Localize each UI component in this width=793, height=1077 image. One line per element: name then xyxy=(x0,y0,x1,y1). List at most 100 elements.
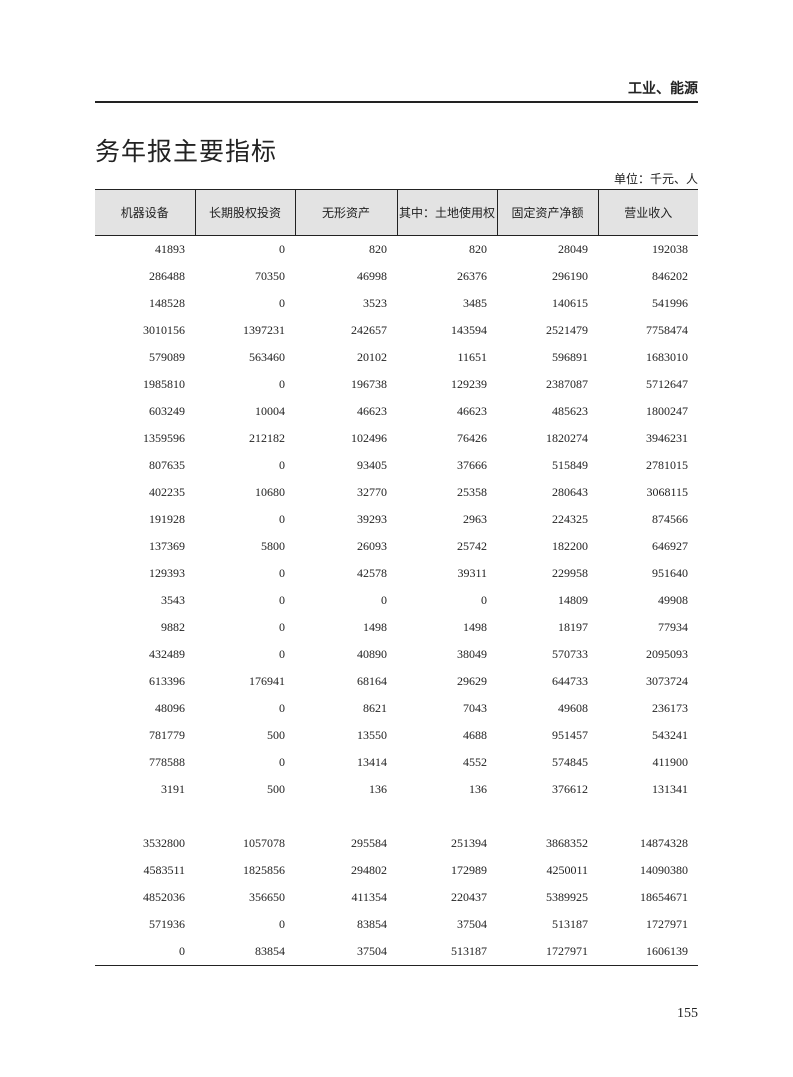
table-cell: 570733 xyxy=(552,647,588,661)
table-cell: 136 xyxy=(369,782,387,796)
column-header: 机器设备 xyxy=(95,189,195,236)
table-cell: 143594 xyxy=(451,323,487,337)
table-cell: 513187 xyxy=(397,938,497,966)
table-cell: 0 xyxy=(481,593,487,607)
table-cell: 1800247 xyxy=(646,404,688,418)
table-cell: 37504 xyxy=(457,917,487,931)
table-row: 3191 500 136 136 376612 131341 xyxy=(95,776,698,803)
table-cell: 196738 xyxy=(351,377,387,391)
table-cell: 229958 xyxy=(552,566,588,580)
table-row: 1985810 0 196738 129239 2387087 5712647 xyxy=(95,371,698,398)
header-rule xyxy=(95,101,698,103)
table-cell: 574845 xyxy=(552,755,588,769)
table-cell: 0 xyxy=(279,917,285,931)
table-row: 191928 0 39293 2963 224325 874566 xyxy=(95,506,698,533)
table-row: 4852036 356650 411354 220437 5389925 18654671 xyxy=(95,884,698,911)
table-cell: 0 xyxy=(279,620,285,634)
table-cell: 29629 xyxy=(457,674,487,688)
table-cell: 212182 xyxy=(249,431,285,445)
table-cell: 236173 xyxy=(652,701,688,715)
table-cell: 14090380 xyxy=(640,863,688,877)
table-cell: 14874328 xyxy=(640,836,688,850)
table-cell: 131341 xyxy=(652,782,688,796)
table-cell: 1606139 xyxy=(598,938,698,966)
table-cell: 4552 xyxy=(463,755,487,769)
table-cell: 2095093 xyxy=(646,647,688,661)
table-cell: 129239 xyxy=(451,377,487,391)
table-cell: 20102 xyxy=(357,350,387,364)
table-cell: 3073724 xyxy=(646,674,688,688)
table-cell: 76426 xyxy=(457,431,487,445)
table-cell: 432489 xyxy=(149,647,185,661)
table-cell: 49608 xyxy=(558,701,588,715)
table-cell: 1727971 xyxy=(646,917,688,931)
table-cell: 242657 xyxy=(351,323,387,337)
table-cell: 68164 xyxy=(357,674,387,688)
table-cell: 0 xyxy=(95,938,195,966)
table-cell: 2781015 xyxy=(646,458,688,472)
table-cell: 191928 xyxy=(149,512,185,526)
table-cell: 136 xyxy=(469,782,487,796)
table-cell: 0 xyxy=(279,296,285,310)
table-row: 778588 0 13414 4552 574845 411900 xyxy=(95,749,698,776)
table-row: 402235 10680 32770 25358 280643 3068115 xyxy=(95,479,698,506)
table-cell: 0 xyxy=(279,242,285,256)
table-row: 613396 176941 68164 29629 644733 3073724 xyxy=(95,668,698,695)
column-header: 其中：土地使用权 xyxy=(396,189,497,236)
table-cell: 39293 xyxy=(357,512,387,526)
table-cell: 596891 xyxy=(552,350,588,364)
table-row: 9882 0 1498 1498 18197 77934 xyxy=(95,614,698,641)
table-cell: 46998 xyxy=(357,269,387,283)
table-cell: 4250011 xyxy=(546,863,588,877)
table-cell: 18197 xyxy=(558,620,588,634)
table-cell: 182200 xyxy=(552,539,588,553)
table-cell: 148528 xyxy=(149,296,185,310)
table-cell: 3485 xyxy=(463,296,487,310)
table-cell: 140615 xyxy=(552,296,588,310)
table-cell: 402235 xyxy=(149,485,185,499)
table-cell: 485623 xyxy=(552,404,588,418)
table-row: 3543 0 0 0 14809 49908 xyxy=(95,587,698,614)
table-cell: 10680 xyxy=(255,485,285,499)
table-cell: 579089 xyxy=(149,350,185,364)
table-cell: 38049 xyxy=(457,647,487,661)
table-cell: 10004 xyxy=(255,404,285,418)
table-cell: 37666 xyxy=(457,458,487,472)
table-cell: 28049 xyxy=(558,242,588,256)
table-cell: 781779 xyxy=(149,728,185,742)
table-cell: 32770 xyxy=(357,485,387,499)
table-cell: 286488 xyxy=(149,269,185,283)
table-row: 432489 0 40890 38049 570733 2095093 xyxy=(95,641,698,668)
table-cell: 9882 xyxy=(161,620,185,634)
table-row: 781779 500 13550 4688 951457 543241 xyxy=(95,722,698,749)
spacer-row xyxy=(95,803,698,830)
table-cell: 77934 xyxy=(658,620,688,634)
table-cell: 951457 xyxy=(552,728,588,742)
table-cell: 3946231 xyxy=(646,431,688,445)
table-cell: 1825856 xyxy=(243,863,285,877)
table-cell: 500 xyxy=(267,728,285,742)
table-cell: 296190 xyxy=(552,269,588,283)
table-cell: 26376 xyxy=(457,269,487,283)
table-cell: 0 xyxy=(279,701,285,715)
table-cell: 102496 xyxy=(351,431,387,445)
table-cell: 411900 xyxy=(652,755,688,769)
table-row: 41893 0 820 820 28049 192038 xyxy=(95,236,698,264)
table-cell: 3191 xyxy=(161,782,185,796)
table-cell: 295584 xyxy=(351,836,387,850)
table-cell: 1985810 xyxy=(143,377,185,391)
table-cell: 500 xyxy=(267,782,285,796)
table-row: 137369 5800 26093 25742 182200 646927 xyxy=(95,533,698,560)
table-cell: 541996 xyxy=(652,296,688,310)
table-cell: 8621 xyxy=(363,701,387,715)
table-cell: 513187 xyxy=(552,917,588,931)
table-row: 0 83854 37504 513187 1727971 1606139 xyxy=(95,938,698,966)
table-cell: 70350 xyxy=(255,269,285,283)
table-cell: 48096 xyxy=(155,701,185,715)
section-header: 工业、能源 xyxy=(628,81,698,97)
table-cell: 807635 xyxy=(149,458,185,472)
table-cell: 5389925 xyxy=(546,890,588,904)
table-cell: 25358 xyxy=(457,485,487,499)
table-row: 148528 0 3523 3485 140615 541996 xyxy=(95,290,698,317)
